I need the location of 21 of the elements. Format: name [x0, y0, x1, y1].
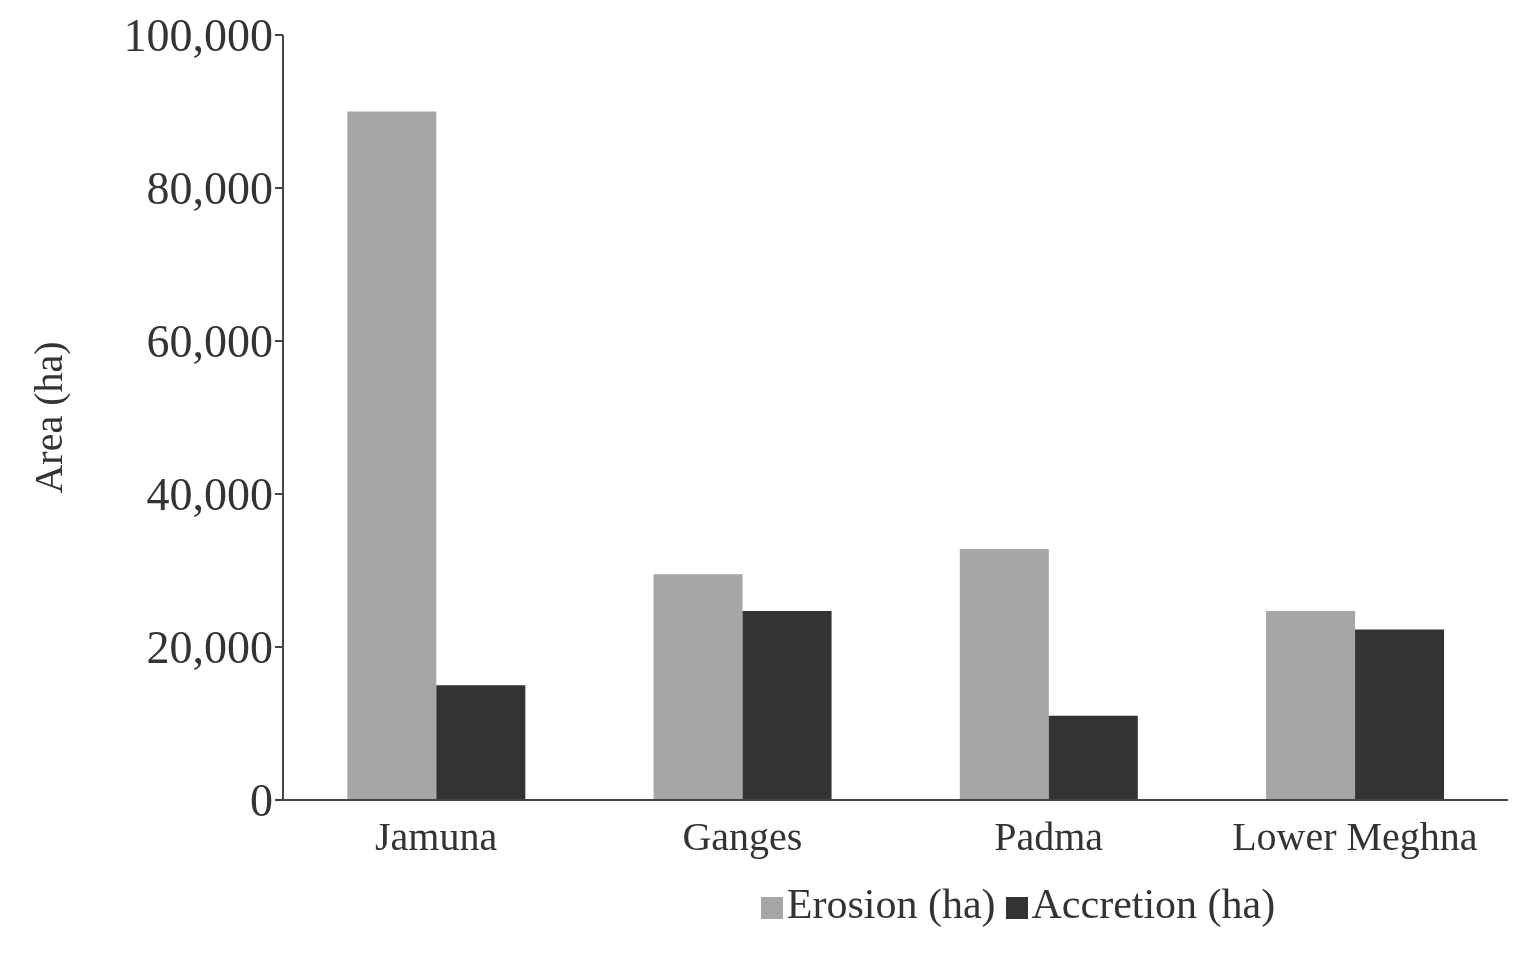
x-tick-label: Padma [994, 814, 1104, 860]
x-tick-label: Ganges [682, 814, 803, 860]
y-axis-title: Area (ha) [26, 341, 72, 494]
x-tick-label: Lower Meghna [1232, 814, 1478, 860]
y-tick-label: 0 [250, 775, 273, 827]
y-tick-label: 80,000 [146, 163, 273, 215]
bar [436, 685, 526, 800]
bar [1266, 611, 1356, 800]
legend-label: Accretion (ha) [1031, 881, 1276, 927]
y-tick-label: 60,000 [146, 316, 273, 368]
legend-label: Erosion (ha) [786, 881, 996, 927]
bar [653, 574, 743, 800]
x-tick-label: Jamuna [375, 814, 498, 860]
bar [742, 611, 832, 800]
y-tick-label: 100,000 [123, 10, 273, 62]
bar [1355, 629, 1445, 800]
bar [1048, 715, 1138, 800]
bar [347, 111, 437, 800]
y-tick-label: 40,000 [146, 469, 273, 521]
bar [959, 549, 1049, 800]
y-tick-label: 20,000 [146, 622, 273, 674]
